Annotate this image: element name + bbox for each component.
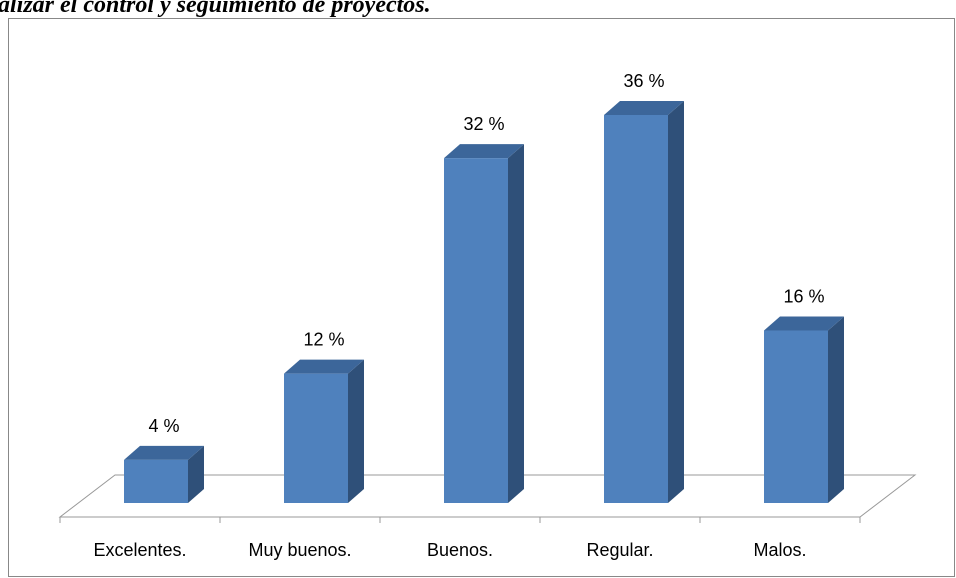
data-label: 4 % xyxy=(148,416,179,436)
x-tick-label: Malos. xyxy=(753,540,806,560)
data-label: 36 % xyxy=(623,71,664,91)
bar-side xyxy=(508,144,524,503)
x-tick-label: Excelentes. xyxy=(93,540,186,560)
bar-top xyxy=(284,359,364,374)
x-tick-label: Regular. xyxy=(586,540,653,560)
bar-top xyxy=(124,445,204,460)
bar-front xyxy=(284,373,348,503)
bar-side xyxy=(668,101,684,503)
chart-title: alizar el control y seguimiento de proye… xyxy=(0,0,431,18)
bar xyxy=(764,316,844,503)
data-label: 16 % xyxy=(783,287,824,307)
bar-side xyxy=(828,316,844,503)
data-label: 12 % xyxy=(303,330,344,350)
bar xyxy=(124,445,204,503)
data-label: 32 % xyxy=(463,114,504,134)
bar xyxy=(284,359,364,503)
bar-top xyxy=(604,101,684,115)
bar-top xyxy=(764,316,844,331)
bar-side xyxy=(188,445,204,503)
x-tick-label: Muy buenos. xyxy=(248,540,351,560)
bar-top xyxy=(444,144,524,159)
bar-front xyxy=(444,158,508,503)
x-tick-label: Buenos. xyxy=(427,540,493,560)
bar xyxy=(444,144,524,503)
bar xyxy=(604,101,684,503)
bar-front xyxy=(604,115,668,503)
bar-front xyxy=(124,459,188,503)
bar-front xyxy=(764,330,828,503)
floor xyxy=(58,474,917,518)
bar-side xyxy=(348,359,364,503)
